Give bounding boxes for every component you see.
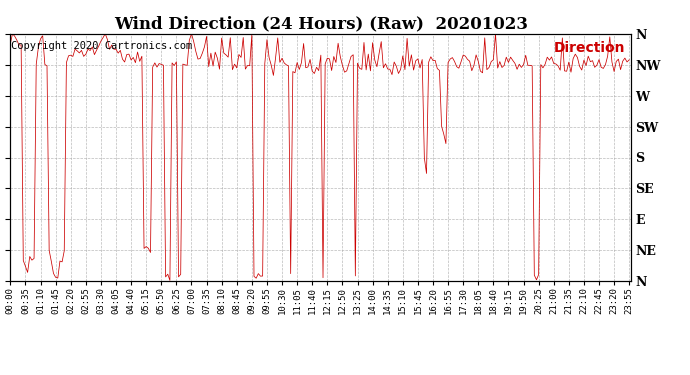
Title: Wind Direction (24 Hours) (Raw)  20201023: Wind Direction (24 Hours) (Raw) 20201023 bbox=[114, 15, 528, 32]
Text: Copyright 2020 Cartronics.com: Copyright 2020 Cartronics.com bbox=[11, 41, 193, 51]
Text: Direction: Direction bbox=[553, 41, 625, 55]
